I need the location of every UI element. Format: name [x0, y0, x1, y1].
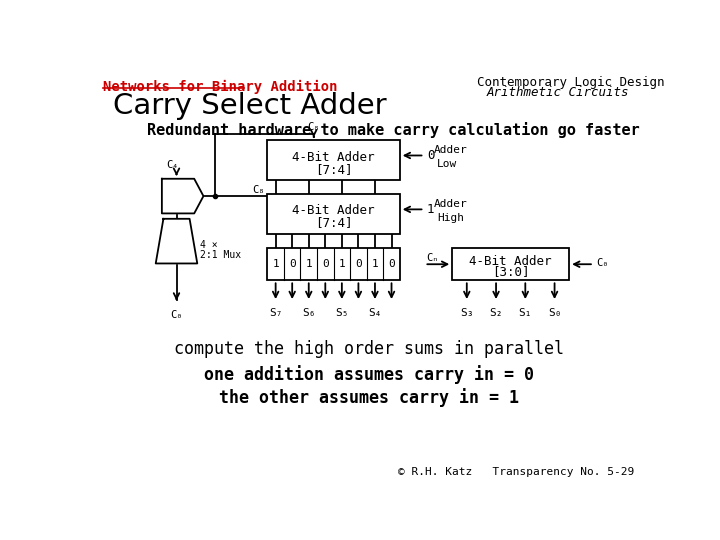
Text: C₄: C₄: [166, 159, 179, 170]
Bar: [452, 248, 570, 280]
Text: High: High: [437, 213, 464, 223]
Text: Cₙ: Cₙ: [426, 253, 438, 262]
Text: [7:4]: [7:4]: [315, 217, 352, 230]
Text: S₄: S₄: [368, 308, 382, 318]
Text: 4 ×: 4 ×: [200, 240, 218, 250]
Text: Redundant hardware to make carry calculation go faster: Redundant hardware to make carry calcula…: [148, 122, 640, 138]
Text: 1: 1: [305, 259, 312, 269]
Bar: [267, 194, 400, 234]
Text: S₂: S₂: [490, 308, 503, 318]
Text: C₈: C₈: [252, 185, 264, 194]
Text: 4-Bit Adder: 4-Bit Adder: [292, 205, 375, 218]
Text: Low: Low: [437, 159, 457, 169]
Text: 4-Bit Adder: 4-Bit Adder: [292, 151, 375, 164]
Text: S₆: S₆: [302, 308, 315, 318]
Text: S₃: S₃: [460, 308, 474, 318]
Text: 1: 1: [427, 203, 434, 216]
Text: one addition assumes carry in = 0: one addition assumes carry in = 0: [204, 365, 534, 384]
Text: 0: 0: [289, 259, 296, 269]
Text: 0: 0: [388, 259, 395, 269]
Text: 0: 0: [355, 259, 361, 269]
Bar: [267, 248, 400, 280]
Text: S₁: S₁: [518, 308, 532, 318]
Text: © R.H. Katz   Transparency No. 5-29: © R.H. Katz Transparency No. 5-29: [398, 467, 634, 477]
Text: the other assumes carry in = 1: the other assumes carry in = 1: [219, 388, 519, 407]
Text: [3:0]: [3:0]: [492, 265, 529, 278]
Text: 4-Bit Adder: 4-Bit Adder: [469, 255, 552, 268]
Text: S₅: S₅: [335, 308, 348, 318]
Text: 0: 0: [427, 149, 434, 162]
Text: Networks for Binary Addition: Networks for Binary Addition: [104, 80, 338, 94]
Polygon shape: [156, 219, 197, 264]
Text: 2:1 Mux: 2:1 Mux: [200, 250, 241, 260]
Text: [7:4]: [7:4]: [315, 163, 352, 176]
Bar: [267, 140, 400, 180]
Text: 1: 1: [272, 259, 279, 269]
Text: C₀: C₀: [170, 309, 183, 320]
Text: Adder: Adder: [433, 145, 467, 156]
Text: 0: 0: [322, 259, 328, 269]
Text: S₇: S₇: [269, 308, 282, 318]
Text: S₀: S₀: [548, 308, 562, 318]
Text: C₀: C₀: [596, 259, 608, 268]
Text: C₈: C₈: [307, 122, 320, 132]
Text: Carry Select Adder: Carry Select Adder: [113, 92, 387, 120]
Polygon shape: [162, 179, 204, 213]
Text: Arithmetic Circuits: Arithmetic Circuits: [487, 85, 629, 99]
Text: compute the high order sums in parallel: compute the high order sums in parallel: [174, 340, 564, 359]
Text: Contemporary Logic Design: Contemporary Logic Design: [477, 76, 665, 89]
Text: 1: 1: [338, 259, 345, 269]
Text: 1: 1: [372, 259, 378, 269]
Text: Adder: Adder: [433, 199, 467, 209]
